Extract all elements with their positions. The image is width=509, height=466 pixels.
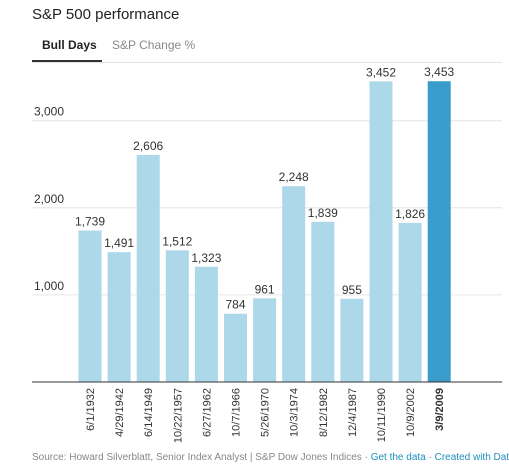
x-tick-label: 8/12/1982 [318,388,330,437]
tab-bar: Bull Days S&P Change % [32,30,502,64]
y-tick-label: 3,000 [34,105,64,119]
x-tick-label: 6/1/1932 [85,388,97,431]
data-label: 961 [255,282,275,296]
x-tick-label: 10/11/1990 [376,388,388,442]
bar [311,221,335,382]
x-tick-label: 5/26/1970 [260,388,272,437]
x-tick-label: 4/29/1942 [114,388,126,437]
chart-title: S&P 500 performance [32,6,180,23]
bar [427,81,451,382]
source-text: Source: Howard Silverblatt, Senior Index… [32,452,371,463]
data-label: 3,452 [366,65,396,79]
x-tick-label: 6/14/1949 [143,388,155,437]
bar-chart: 1,000 2,000 3,000 1,739 6/1/1932 1,491 4/29/19… [32,65,502,443]
data-label: 1,739 [75,215,105,229]
data-label: 1,826 [395,207,425,221]
active-tab-indicator [32,60,102,62]
tab-bull-days[interactable]: Bull Days [42,38,97,52]
x-tick-label: 10/3/1974 [289,388,301,437]
data-label: 1,839 [308,206,338,220]
bar [369,81,393,382]
data-label: 3,453 [424,65,454,79]
bar [398,222,422,382]
bar [107,252,131,382]
tab-divider [32,62,502,63]
bar [194,266,218,382]
data-label: 1,323 [191,251,221,265]
created-with-link[interactable]: Created with Datawrapper [434,452,509,463]
bar [165,250,189,382]
y-tick-label: 1,000 [34,279,64,293]
data-label: 1,491 [104,236,134,250]
data-label: 1,512 [162,234,192,248]
data-label: 2,606 [133,139,163,153]
x-tick-label: 6/27/1962 [201,388,213,437]
y-tick-label: 2,000 [34,192,64,206]
x-tick-label: 12/4/1987 [347,388,359,437]
data-label: 955 [342,283,362,297]
tab-sp-change[interactable]: S&P Change % [112,38,196,52]
data-label: 2,248 [279,170,309,184]
bar [282,186,306,382]
bar [136,155,160,382]
x-tick-label: 10/9/2002 [405,388,417,437]
bar [340,298,364,382]
data-label: 784 [225,298,245,312]
footer-separator: · [425,452,435,463]
footer: Source: Howard Silverblatt, Senior Index… [32,452,509,463]
x-tick-label: 3/9/2009 [434,388,446,431]
x-tick-label: 10/7/1966 [231,388,243,437]
x-tick-label: 10/22/1957 [172,388,184,443]
bar [253,298,277,382]
get-data-link[interactable]: Get the data [370,452,426,463]
bar [78,230,102,382]
bar [224,313,247,382]
